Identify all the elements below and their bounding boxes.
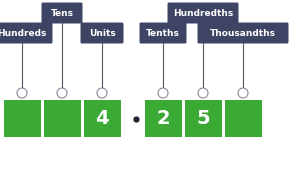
Text: 5: 5 — [196, 109, 210, 128]
FancyBboxPatch shape — [4, 100, 40, 137]
Text: 4: 4 — [95, 109, 109, 128]
Circle shape — [57, 88, 67, 98]
Circle shape — [97, 88, 107, 98]
FancyBboxPatch shape — [84, 100, 120, 137]
Circle shape — [198, 88, 208, 98]
Text: Tenths: Tenths — [146, 29, 180, 37]
Circle shape — [17, 88, 27, 98]
Circle shape — [238, 88, 248, 98]
FancyBboxPatch shape — [144, 100, 181, 137]
Text: Hundreds: Hundreds — [0, 29, 47, 37]
FancyBboxPatch shape — [224, 100, 261, 137]
FancyBboxPatch shape — [198, 23, 288, 43]
FancyBboxPatch shape — [185, 100, 222, 137]
Text: Hundredths: Hundredths — [173, 9, 233, 17]
Text: 2: 2 — [156, 109, 170, 128]
Circle shape — [158, 88, 168, 98]
FancyBboxPatch shape — [81, 23, 123, 43]
FancyBboxPatch shape — [0, 23, 53, 43]
FancyBboxPatch shape — [43, 100, 81, 137]
Text: Thousandths: Thousandths — [210, 29, 276, 37]
FancyBboxPatch shape — [140, 23, 186, 43]
Text: Units: Units — [89, 29, 116, 37]
Text: Tens: Tens — [50, 9, 74, 17]
FancyBboxPatch shape — [168, 3, 239, 23]
FancyBboxPatch shape — [42, 3, 82, 23]
